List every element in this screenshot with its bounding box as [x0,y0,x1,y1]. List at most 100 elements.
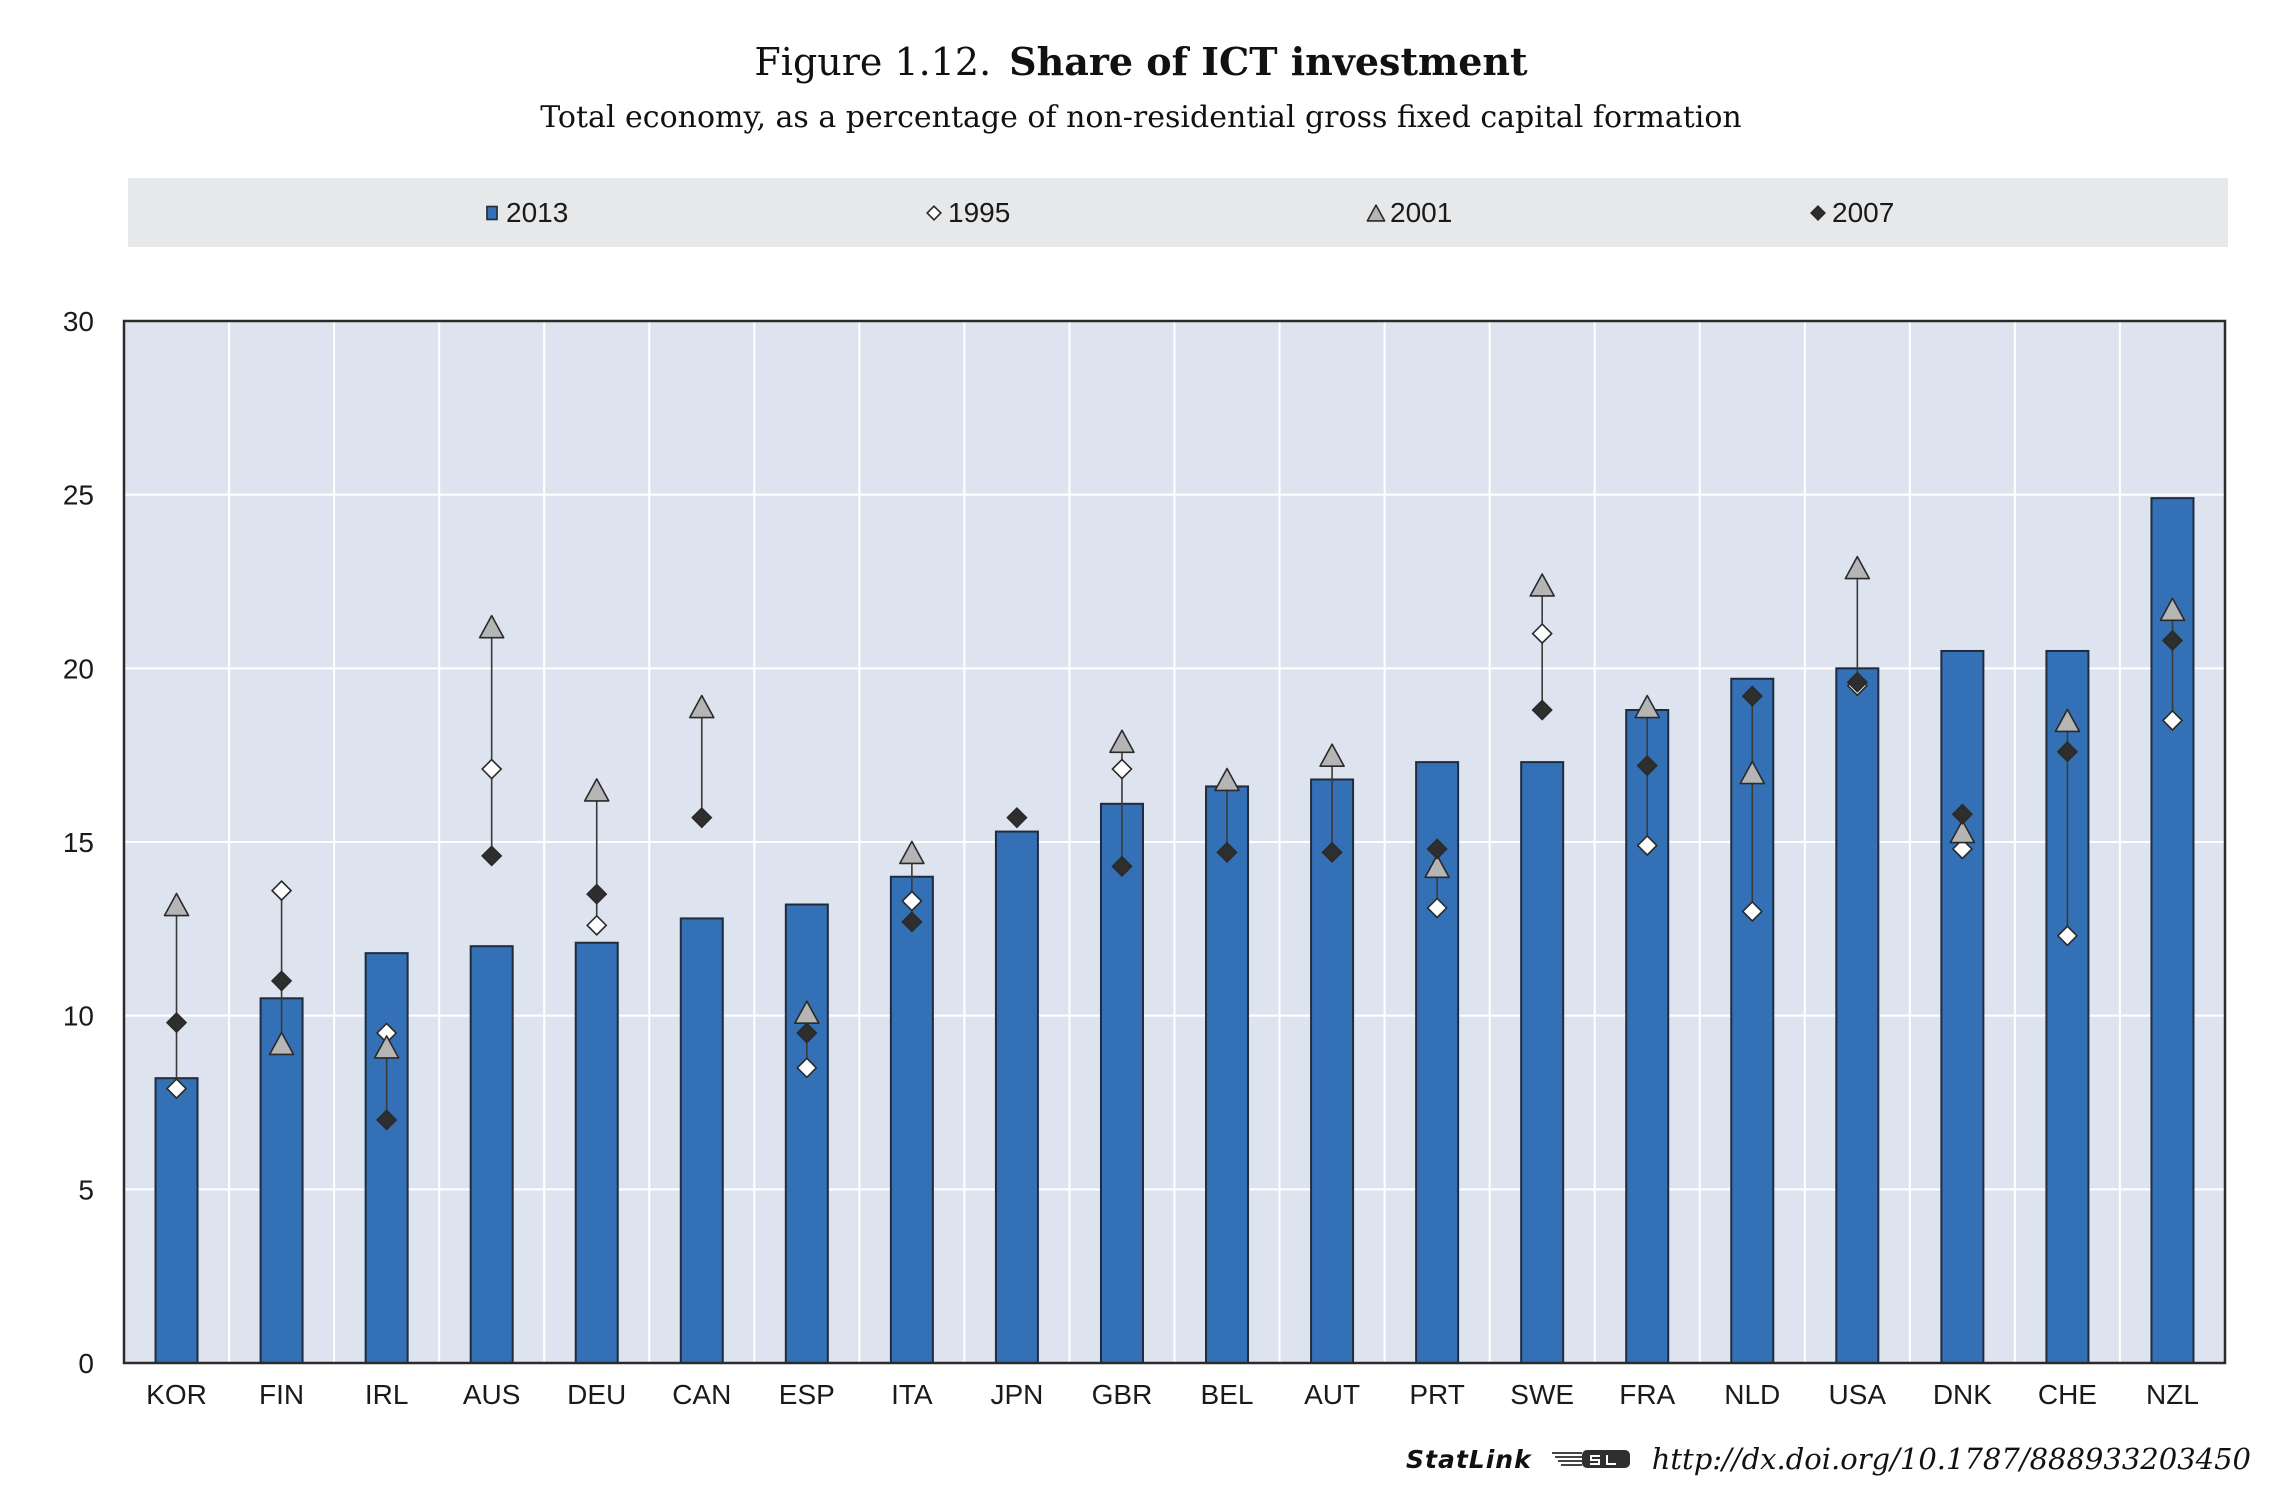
bar-2013-NZL [2150,497,2195,1364]
bar-2013-GBR [1099,802,1144,1364]
legend-item-2007: 2007 [1808,178,2250,247]
legend-marker-2013 [486,205,498,220]
marker-2001-NZL [2159,597,2186,622]
y-tick-label-30: 30 [63,306,94,337]
x-tick-label-SWE: SWE [1510,1379,1574,1410]
marker-2001-SWE [1529,573,1555,597]
bar-2013-FRA [1625,709,1670,1364]
marker-2007-DEU [586,883,608,905]
marker-1995-NZL [2161,709,2184,732]
marker-2001-KOR [163,892,190,917]
x-tick-label-ESP: ESP [779,1379,835,1410]
marker-2001-FIN [268,1031,295,1056]
x-tick-label-IRL: IRL [365,1379,409,1410]
marker-1995-FIN [270,879,293,902]
legend-marker-2001 [1366,203,1386,222]
legend-marker-1995 [926,204,942,221]
figure-number: Figure 1.12. [754,40,992,84]
plot-frame [122,319,2227,1365]
statlink-label: StatLink [1406,1444,1532,1474]
chart-legend: 2013 1995 2001 2007 [128,178,2228,247]
legend-label-2001: 2001 [1390,196,1453,228]
marker-2001-NLD [1739,760,1766,785]
statlink-logo-icon [1551,1450,1630,1468]
marker-2001-FRA [1634,694,1661,719]
legend-label-1995: 1995 [948,196,1011,228]
bar-2013-AUT [1310,778,1355,1364]
statlink-url-link[interactable]: http://dx.doi.org/10.1787/888933203450 [1651,1442,2251,1476]
marker-2007-SWE [1531,699,1553,721]
plot-background [124,321,2225,1363]
x-tick-label-ITA: ITA [891,1379,933,1410]
marker-1995-PRT [1426,897,1448,919]
marker-2001-IRL [373,1035,400,1059]
x-tick-label-FRA: FRA [1619,1379,1675,1410]
bar-2013-PRT [1415,761,1460,1364]
marker-1995-CHE [2056,925,2079,947]
bar-2013-DNK [1940,649,1985,1364]
marker-2007-IRL [375,1109,398,1131]
x-tick-label-AUS: AUS [463,1379,521,1410]
legend-marker-2007 [1810,204,1826,221]
marker-2001-CAN [688,694,715,719]
bar-2013-ITA [889,875,934,1364]
bar-2013-IRL [364,952,409,1364]
marker-2007-CAN [691,807,713,829]
legend-item-2013: 2013 [482,178,924,247]
bar-2013-AUS [469,945,514,1364]
x-tick-label-CAN: CAN [672,1379,731,1410]
y-tick-label-0: 0 [78,1348,94,1379]
x-tick-label-USA: USA [1829,1379,1887,1410]
x-tick-label-NLD: NLD [1724,1379,1780,1410]
marker-2007-AUS [481,845,503,867]
x-tick-label-AUT: AUT [1304,1379,1360,1410]
marker-2007-BEL [1216,841,1238,864]
bar-2013-SWE [1520,761,1565,1364]
marker-2001-AUS [478,614,505,639]
x-tick-label-NZL: NZL [2146,1379,2199,1410]
marker-2007-USA [1846,671,1868,693]
legend-grey-triangle-icon [1366,203,1386,222]
y-tick-label-25: 25 [63,480,94,511]
marker-2007-AUT [1321,841,1343,864]
marker-1995-FRA [1636,834,1658,857]
marker-2001-USA [1844,555,1871,580]
marker-1995-USA [1846,675,1868,697]
marker-2007-ITA [901,911,923,933]
bar-2013-CAN [679,917,724,1364]
legend-item-1995: 1995 [924,178,1366,247]
marker-2001-ITA [899,840,925,865]
marker-2001-PRT [1424,854,1450,879]
marker-1995-KOR [165,1077,188,1100]
marker-2007-FIN [270,970,293,992]
marker-1995-IRL [375,1022,398,1044]
bar-2013-JPN [994,830,1039,1364]
y-tick-label-15: 15 [63,827,94,858]
marker-2007-CHE [2056,741,2079,763]
x-tick-label-GBR: GBR [1092,1379,1153,1410]
marker-2007-NZL [2161,629,2184,652]
marker-1995-ITA [901,890,923,912]
chart-title: Share of ICT investment [1009,39,1528,84]
bar-2013-USA [1835,667,1880,1364]
figure-title: Figure 1.12. Share of ICT investment [0,36,2282,88]
marker-1995-AUS [481,758,503,780]
marker-2001-BEL [1214,767,1240,792]
bar-2013-NLD [1730,677,1775,1364]
x-tick-label-BEL: BEL [1201,1379,1254,1410]
legend-label-2013: 2013 [506,196,569,228]
x-tick-label-KOR: KOR [146,1379,207,1410]
marker-2001-GBR [1109,729,1135,754]
marker-2001-DEU [583,778,610,802]
x-tick-label-DEU: DEU [567,1379,626,1410]
legend-white-diamond-icon [926,204,942,221]
legend-black-diamond-icon [1810,204,1826,221]
marker-2007-KOR [165,1011,188,1034]
y-tick-label-5: 5 [78,1174,94,1205]
marker-2001-ESP [794,1000,820,1024]
marker-1995-NLD [1741,900,1763,923]
marker-2007-FRA [1636,754,1658,777]
legend-item-2001: 2001 [1366,178,1808,247]
x-tick-label-JPN: JPN [990,1379,1043,1410]
